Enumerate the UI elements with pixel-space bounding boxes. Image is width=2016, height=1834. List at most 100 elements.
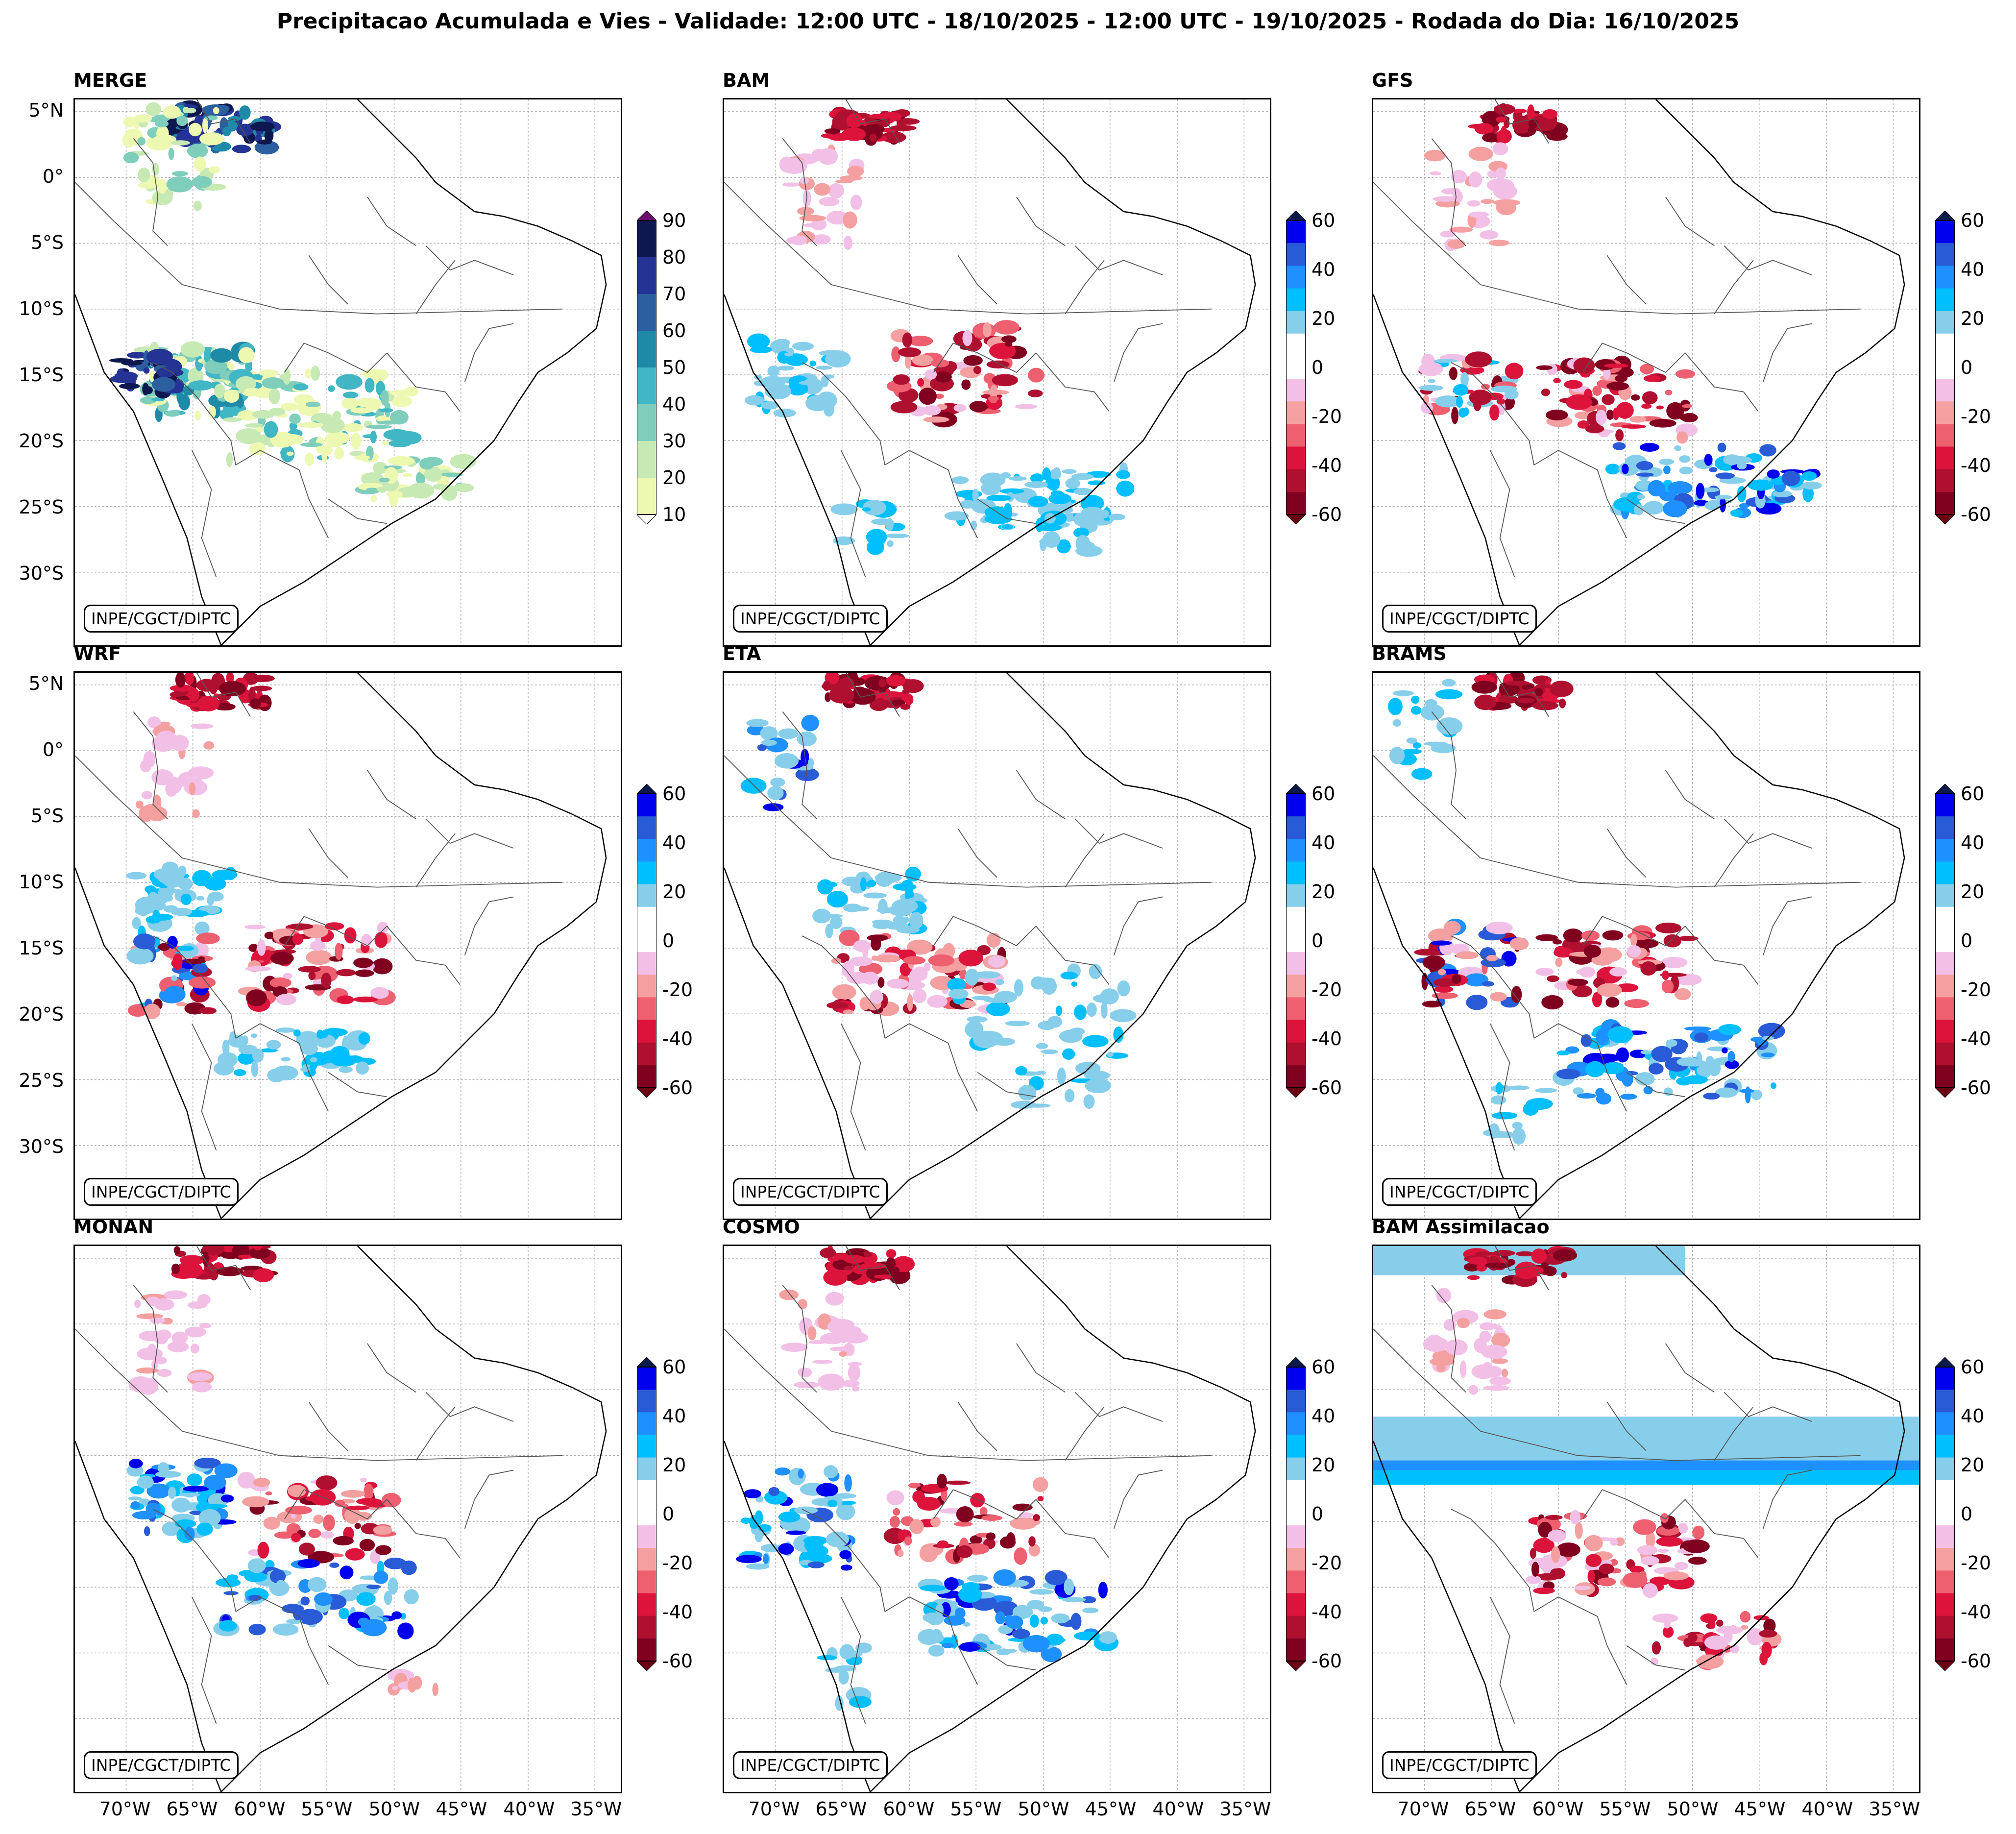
precip-cell <box>1643 501 1664 515</box>
precip-cell <box>992 374 1018 387</box>
precip-cell <box>1505 363 1524 380</box>
precip-cell <box>792 342 814 351</box>
precip-cell <box>324 922 344 930</box>
precip-cell <box>1415 769 1426 780</box>
precip-cell <box>838 1669 849 1685</box>
precip-cell <box>1496 1084 1505 1090</box>
colorbar-label: -20 <box>1312 979 1342 1001</box>
panel-title: BRAMS <box>1372 643 1447 664</box>
precip-cell <box>1051 1613 1069 1624</box>
precip-cell <box>1062 1597 1086 1603</box>
precip-cell <box>1662 1626 1674 1638</box>
precip-cell <box>937 1540 949 1549</box>
precip-cell <box>1767 469 1780 479</box>
state-border <box>1431 138 1466 246</box>
precip-cell <box>1633 939 1659 949</box>
precip-cell <box>298 966 321 973</box>
precip-cell <box>1425 1335 1444 1350</box>
precip-cell <box>1420 402 1433 414</box>
precip-cell <box>1627 945 1641 957</box>
precip-cell <box>1468 147 1493 161</box>
precip-cell <box>308 1529 321 1539</box>
state-border <box>1626 1645 1685 1671</box>
precip-cell <box>235 1246 246 1254</box>
precip-cell <box>171 1263 180 1274</box>
precip-cell <box>900 703 911 710</box>
lon-tick-label: 40°W <box>1152 1798 1204 1820</box>
precip-cell <box>907 994 913 1011</box>
precip-cell <box>1069 1027 1085 1035</box>
precip-cell <box>264 421 278 438</box>
precip-cell <box>1479 1330 1491 1343</box>
state-border <box>1035 926 1110 985</box>
precip-cell <box>262 377 284 389</box>
precip-cell <box>1113 1027 1124 1043</box>
state-border <box>75 755 562 888</box>
precip-cell <box>1453 384 1469 396</box>
state-border <box>386 1499 461 1559</box>
colorbar-segment <box>1935 1593 1955 1616</box>
precip-cell <box>986 495 1012 501</box>
precip-cell <box>244 925 266 929</box>
precip-cell <box>840 1565 852 1571</box>
precip-cell <box>1488 240 1510 246</box>
precip-cell <box>1082 1035 1109 1048</box>
precip-cell <box>839 1351 848 1357</box>
precip-cell <box>194 942 209 958</box>
precip-cell <box>1643 375 1661 382</box>
precip-cell <box>893 374 910 385</box>
precip-cell <box>316 1475 338 1491</box>
state-border <box>425 818 514 849</box>
precip-cell <box>1692 1525 1705 1540</box>
colorbar-segment <box>1286 469 1306 492</box>
colorbar-segment <box>1286 379 1306 402</box>
precip-cell <box>1709 467 1718 472</box>
precip-cell <box>1718 1024 1741 1035</box>
precip-cell <box>156 1329 171 1341</box>
state-border <box>1762 1469 1812 1529</box>
colorbar-segment <box>1286 1020 1306 1043</box>
colorbar-segment <box>637 1525 656 1548</box>
precip-cell <box>1473 397 1482 412</box>
precip-cell <box>1603 367 1611 380</box>
map-panel-brams: INPE/CGCT/DIPTC <box>1372 671 1920 1220</box>
precip-cell <box>1526 1575 1541 1584</box>
precip-cell <box>1531 1248 1547 1264</box>
precip-cell <box>1060 507 1073 514</box>
precip-cell <box>355 969 374 977</box>
state-border <box>1762 323 1812 383</box>
precip-cell <box>322 1514 335 1531</box>
colorbar-segment <box>637 220 656 258</box>
precip-cell <box>1041 1049 1058 1054</box>
colorbar-segment <box>1935 861 1955 885</box>
colorbar-segment <box>637 1570 656 1594</box>
precip-cell <box>859 997 870 1011</box>
precip-cell <box>188 687 199 702</box>
precip-cell <box>878 679 886 688</box>
precip-cell <box>994 320 1020 335</box>
precip-cell <box>151 769 174 785</box>
precip-cell <box>1414 949 1441 956</box>
precip-cell <box>1108 514 1125 520</box>
precip-cell <box>824 1465 838 1478</box>
precip-cell <box>867 1255 874 1265</box>
precip-cell <box>826 890 849 908</box>
panel-title: MERGE <box>73 70 147 91</box>
precip-cell <box>967 1575 988 1582</box>
colorbar-segment <box>1286 1525 1306 1548</box>
state-border <box>152 935 237 1039</box>
precip-cell <box>1563 929 1583 943</box>
precip-cell <box>818 148 838 165</box>
precip-cell <box>1116 480 1135 497</box>
precip-cell <box>249 1247 271 1259</box>
colorbar-segment <box>637 1548 656 1571</box>
colorbar-label: 20 <box>1312 308 1336 329</box>
precip-cell <box>827 1499 838 1507</box>
state-border <box>1065 833 1105 888</box>
precip-cell <box>973 366 982 374</box>
precip-cell <box>1676 1057 1701 1067</box>
colorbar-segment <box>1935 1638 1955 1662</box>
precip-cell <box>1468 1385 1479 1395</box>
colorbar-label: -60 <box>1312 504 1342 525</box>
precip-cell <box>825 1292 844 1306</box>
